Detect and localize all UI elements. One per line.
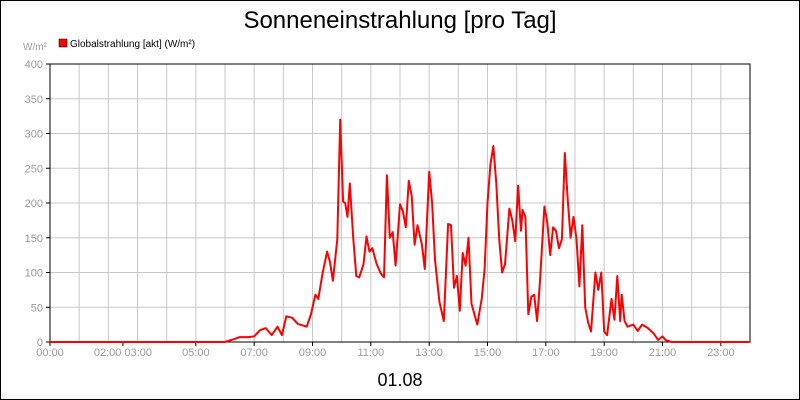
legend-label: Globalstrahlung [akt] (W/m²) [70, 39, 195, 50]
x-tick-label: 11:00 [357, 347, 384, 359]
y-tick-label: 400 [25, 59, 43, 71]
x-tick-label: 13:00 [415, 347, 443, 359]
x-tick-label: 07:00 [240, 347, 268, 359]
legend-swatch [58, 38, 68, 48]
x-tick-label: 21:00 [649, 347, 677, 359]
series-line-globalstrahlung [50, 118, 750, 343]
y-tick-label: 250 [25, 163, 43, 175]
x-tick-label: 09:00 [299, 347, 327, 359]
date-label: 01.08 [377, 370, 422, 390]
y-tick-label: 0 [37, 337, 43, 349]
chart-title: Sonneneinstrahlung [pro Tag] [243, 7, 556, 34]
x-axis: 00:00 02:00 03:00 05:00 07:00 09:00 11:00 13:0… [36, 342, 735, 359]
x-tick-label: 05:00 [182, 347, 210, 359]
series-layer [50, 118, 750, 343]
x-tick-label: 17:00 [532, 347, 560, 359]
x-tick-label: 19:00 [590, 347, 618, 359]
y-axis-unit-label: W/m² [23, 42, 48, 53]
y-tick-label: 50 [31, 302, 43, 314]
y-tick-label: 350 [25, 94, 43, 106]
y-tick-label: 150 [25, 233, 43, 245]
y-tick-label: 100 [25, 268, 43, 280]
x-tick-label: 15:00 [474, 347, 502, 359]
grid [50, 63, 750, 343]
x-tick-label: 00:00 [36, 347, 64, 359]
y-tick-label: 300 [25, 129, 43, 141]
y-axis: 0 50 100 150 200 250 300 350 400 [25, 59, 50, 349]
x-tick-label: 02:00 03:00 [94, 347, 152, 359]
y-tick-label: 200 [25, 198, 43, 210]
x-tick-label: 23:00 [707, 347, 735, 359]
